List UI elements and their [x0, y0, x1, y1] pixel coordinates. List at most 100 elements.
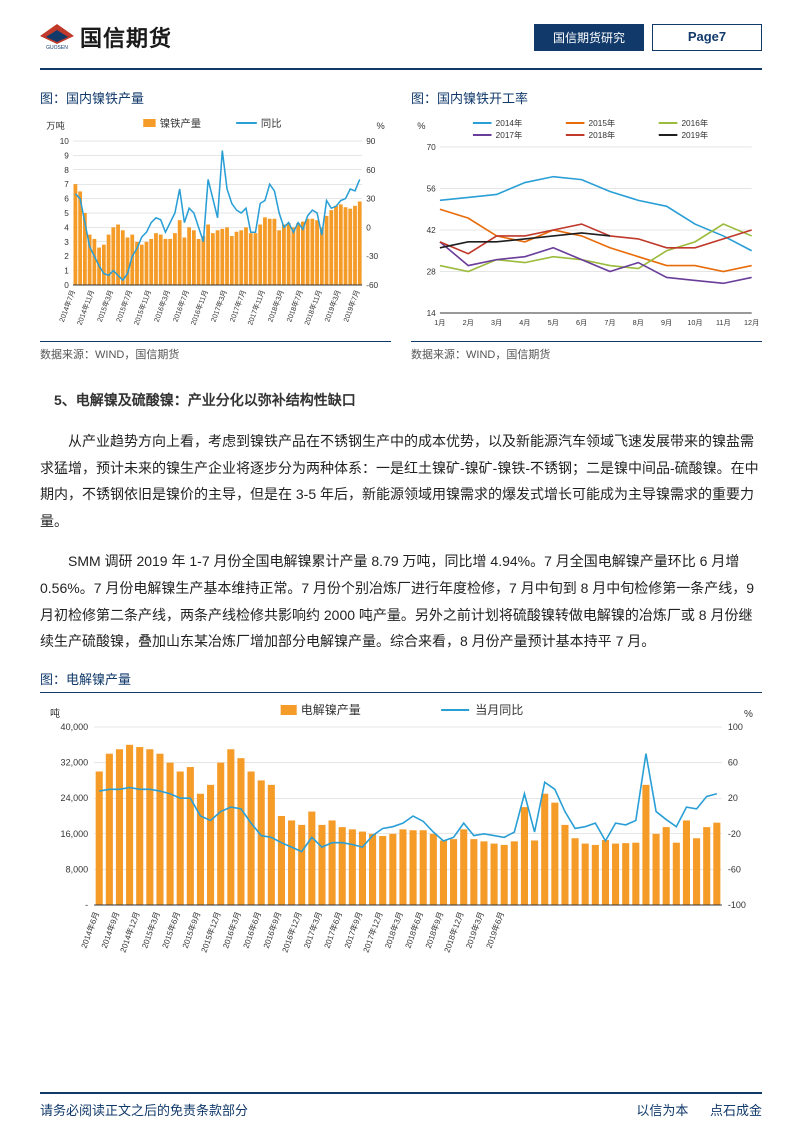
footer-disclaimer: 请务必阅读正文之后的免责条款部分 — [40, 1100, 248, 1119]
svg-text:9: 9 — [64, 152, 69, 161]
chart2-source: 数据来源：WIND，国信期货 — [411, 341, 762, 362]
chart3-title: 图：电解镍产量 — [40, 669, 762, 693]
logo-en: GUOSEN — [46, 45, 68, 50]
svg-text:2018年12月: 2018年12月 — [442, 910, 466, 953]
svg-text:2015年11月: 2015年11月 — [132, 289, 154, 327]
svg-text:%: % — [417, 121, 425, 131]
svg-text:10月: 10月 — [687, 319, 702, 327]
svg-text:-60: -60 — [366, 281, 378, 290]
svg-text:7: 7 — [64, 180, 69, 189]
svg-text:6月: 6月 — [576, 319, 587, 327]
chart2-title: 图：国内镍铁开工率 — [411, 88, 762, 107]
svg-text:60: 60 — [728, 757, 738, 767]
svg-text:2019年6月: 2019年6月 — [484, 910, 507, 949]
svg-text:电解镍产量: 电解镍产量 — [301, 703, 361, 717]
svg-text:2017年3月: 2017年3月 — [209, 289, 229, 323]
svg-text:2018年7月: 2018年7月 — [284, 289, 304, 323]
chart2-col: 图：国内镍铁开工率 2014年2015年2016年2017年2018年2019年… — [411, 88, 762, 362]
svg-text:2015年9月: 2015年9月 — [180, 910, 203, 949]
svg-text:2: 2 — [64, 252, 69, 261]
svg-text:2018年6月: 2018年6月 — [403, 910, 426, 949]
svg-text:2015年6月: 2015年6月 — [160, 910, 183, 949]
svg-text:镍铁产量: 镍铁产量 — [160, 117, 201, 130]
svg-text:2016年6月: 2016年6月 — [241, 910, 264, 949]
svg-text:32,000: 32,000 — [61, 757, 89, 767]
svg-text:%: % — [744, 709, 753, 720]
svg-text:2019年3月: 2019年3月 — [322, 289, 342, 323]
svg-text:2017年6月: 2017年6月 — [322, 910, 345, 949]
svg-text:42: 42 — [427, 226, 437, 235]
svg-text:-100: -100 — [728, 900, 746, 910]
brand-name: 国信期货 — [80, 21, 172, 53]
svg-text:2019年3月: 2019年3月 — [463, 910, 486, 949]
svg-text:5: 5 — [64, 209, 69, 218]
motto-1: 以信为本 — [636, 1103, 688, 1118]
logo-icon: GUOSEN — [40, 24, 74, 50]
svg-text:1: 1 — [64, 267, 69, 276]
top-chart-row: 图：国内镍铁产量 镍铁产量同比万吨%012345678910-60-300306… — [40, 88, 762, 362]
svg-text:2017年11月: 2017年11月 — [245, 289, 267, 327]
svg-text:60: 60 — [366, 166, 376, 175]
svg-text:%: % — [377, 121, 385, 131]
svg-text:2018年3月: 2018年3月 — [265, 289, 285, 323]
svg-text:2018年11月: 2018年11月 — [302, 289, 324, 327]
svg-text:2016年: 2016年 — [681, 118, 708, 128]
svg-text:2016年12月: 2016年12月 — [280, 910, 304, 953]
svg-text:4: 4 — [64, 224, 69, 233]
svg-text:40,000: 40,000 — [61, 722, 89, 732]
svg-text:24,000: 24,000 — [61, 793, 89, 803]
paragraph-2: SMM 调研 2019 年 1-7 月份全国电解镍累计产量 8.79 万吨，同比… — [40, 548, 762, 654]
svg-text:吨: 吨 — [50, 707, 60, 720]
svg-text:2016年3月: 2016年3月 — [152, 289, 172, 323]
page-number: Page7 — [652, 24, 762, 51]
header-right: 国信期货研究 Page7 — [534, 24, 762, 51]
svg-text:56: 56 — [427, 185, 437, 194]
svg-text:2019年7月: 2019年7月 — [341, 289, 361, 323]
svg-text:万吨: 万吨 — [46, 120, 65, 131]
brand-logo: GUOSEN 国信期货 — [40, 21, 172, 53]
svg-text:8月: 8月 — [633, 319, 644, 327]
svg-text:2018年9月: 2018年9月 — [423, 910, 446, 949]
svg-text:9月: 9月 — [661, 319, 672, 327]
svg-text:-: - — [85, 900, 88, 910]
motto-2: 点石成金 — [710, 1103, 762, 1118]
svg-text:6: 6 — [64, 195, 69, 204]
svg-text:2015年3月: 2015年3月 — [95, 289, 115, 323]
chart3: 电解镍产量当月同比吨%-8,00016,00024,00032,00040,00… — [40, 701, 762, 961]
svg-text:14: 14 — [427, 309, 437, 318]
svg-text:2014年11月: 2014年11月 — [75, 289, 97, 327]
svg-text:20: 20 — [728, 793, 738, 803]
svg-text:11月: 11月 — [716, 319, 731, 327]
svg-text:2017年12月: 2017年12月 — [361, 910, 385, 953]
svg-text:2019年: 2019年 — [681, 130, 708, 140]
svg-text:8,000: 8,000 — [66, 864, 89, 874]
svg-text:90: 90 — [366, 137, 376, 146]
svg-text:70: 70 — [427, 143, 437, 152]
svg-text:5月: 5月 — [548, 319, 559, 327]
page-header: GUOSEN 国信期货 国信期货研究 Page7 — [40, 0, 762, 70]
svg-text:30: 30 — [366, 195, 376, 204]
svg-text:3月: 3月 — [491, 319, 502, 327]
chart1-source: 数据来源：WIND，国信期货 — [40, 341, 391, 362]
svg-text:-20: -20 — [728, 829, 741, 839]
svg-text:2017年9月: 2017年9月 — [342, 910, 365, 949]
page-footer: 请务必阅读正文之后的免责条款部分 以信为本 点石成金 — [40, 1092, 762, 1119]
svg-text:2014年6月: 2014年6月 — [79, 910, 102, 949]
svg-text:0: 0 — [366, 224, 371, 233]
svg-text:3: 3 — [64, 238, 69, 247]
svg-text:1月: 1月 — [434, 319, 445, 327]
svg-text:2015年: 2015年 — [589, 118, 616, 128]
svg-text:2014年7月: 2014年7月 — [57, 289, 77, 323]
svg-text:2016年11月: 2016年11月 — [188, 289, 210, 327]
svg-text:当月同比: 当月同比 — [475, 703, 523, 717]
svg-text:2017年3月: 2017年3月 — [301, 910, 324, 949]
svg-text:-30: -30 — [366, 252, 378, 261]
section-heading: 5、电解镍及硫酸镍：产业分化以弥补结构性缺口 — [40, 390, 762, 410]
svg-text:0: 0 — [64, 281, 69, 290]
svg-text:2015年7月: 2015年7月 — [114, 289, 134, 323]
svg-text:2月: 2月 — [463, 319, 474, 327]
svg-text:2017年7月: 2017年7月 — [228, 289, 248, 323]
chart1: 镍铁产量同比万吨%012345678910-60-3003060902014年7… — [40, 115, 391, 335]
svg-text:2018年: 2018年 — [589, 130, 616, 140]
svg-text:2016年3月: 2016年3月 — [220, 910, 243, 949]
